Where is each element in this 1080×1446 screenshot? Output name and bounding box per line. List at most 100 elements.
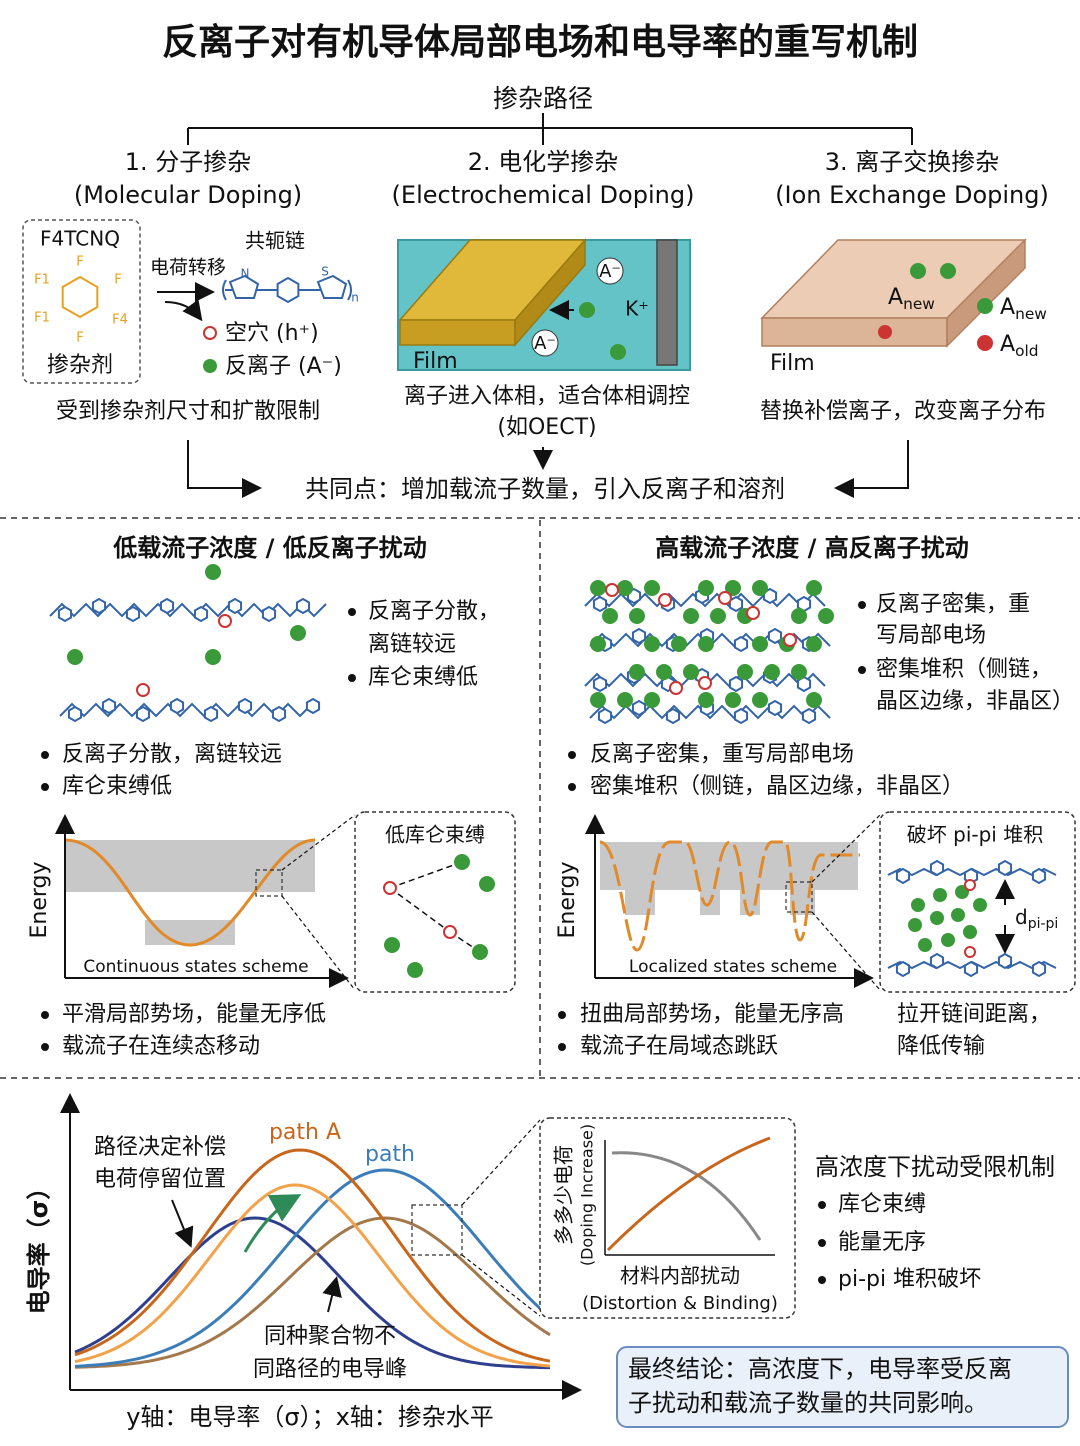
polymer-ring xyxy=(631,627,647,645)
conductivity-curve xyxy=(74,1148,551,1363)
label: 最终结论：高浓度下，电导率受反离 xyxy=(628,1355,1012,1383)
dot xyxy=(908,918,922,932)
label: 掺杂剂 xyxy=(47,353,113,378)
dot xyxy=(752,692,768,708)
dot xyxy=(658,593,672,607)
dot xyxy=(590,636,606,652)
arrow xyxy=(834,440,909,498)
label: (Ion Exchange Doping) xyxy=(775,181,1049,209)
dot xyxy=(791,608,807,624)
dot xyxy=(698,636,714,652)
line xyxy=(281,895,356,991)
label: 同种聚合物不 xyxy=(264,1324,396,1349)
dot xyxy=(746,606,760,620)
dopant-box xyxy=(22,219,141,384)
dot xyxy=(656,664,672,680)
label: 受到掺杂剂尺寸和扩散限制 xyxy=(56,399,320,424)
dot xyxy=(918,938,932,952)
dot xyxy=(752,636,768,652)
polymer-ring xyxy=(135,705,151,723)
polymer-chain xyxy=(589,704,831,720)
dot xyxy=(136,683,150,697)
label: F xyxy=(114,273,121,288)
label: path A xyxy=(269,1120,341,1145)
label: F1 xyxy=(34,273,50,288)
zoom-box xyxy=(255,869,283,897)
film-front xyxy=(399,319,516,346)
polymer-ring xyxy=(237,697,253,715)
label: 替换补偿离子，改变离子分布 xyxy=(760,399,1046,424)
potential-curve xyxy=(64,838,316,947)
dot xyxy=(764,664,780,680)
polymer-ring xyxy=(997,859,1013,877)
dot xyxy=(407,962,423,978)
bullet xyxy=(558,1011,566,1019)
dot xyxy=(683,664,699,680)
polymer-ring xyxy=(767,699,783,717)
polymer-ring xyxy=(997,952,1013,970)
conductivity-curve xyxy=(74,1216,551,1369)
polymer-chain xyxy=(49,602,327,618)
label: 同路径的电导峰 xyxy=(253,1357,407,1382)
dot xyxy=(443,925,457,939)
dot xyxy=(671,636,687,652)
dot xyxy=(783,633,797,647)
dot xyxy=(205,564,221,580)
label: 能量无序 xyxy=(838,1230,926,1255)
label: (Doping Increase) xyxy=(578,1124,597,1266)
thiophene xyxy=(316,274,348,299)
label: 高浓度下扰动受限机制 xyxy=(815,1153,1055,1181)
label: 密集堆积（侧链，晶区边缘，非晶区） xyxy=(590,774,964,799)
shape xyxy=(347,279,352,301)
label: (Distortion & Binding) xyxy=(582,1293,778,1314)
dot xyxy=(472,944,488,960)
label: F xyxy=(76,331,83,346)
label: 空穴 (h⁺) xyxy=(225,321,319,346)
thiophene xyxy=(228,274,260,299)
dot xyxy=(963,925,977,939)
label: F4TCNQ xyxy=(40,227,120,251)
bullet xyxy=(41,751,49,759)
bullet xyxy=(41,783,49,791)
dot xyxy=(218,614,232,628)
bullet xyxy=(818,1239,826,1247)
dot xyxy=(610,344,626,360)
dot xyxy=(806,692,822,708)
dot xyxy=(725,580,741,596)
label: A⁻ xyxy=(534,333,556,354)
dot xyxy=(602,608,618,624)
label: Continuous states scheme xyxy=(83,957,308,977)
dot xyxy=(290,625,306,641)
label: 共轭链 xyxy=(245,229,305,253)
label: n xyxy=(351,291,359,305)
dot xyxy=(806,580,822,596)
polymer-ring xyxy=(1031,960,1047,978)
polymer-ring xyxy=(895,867,911,885)
line xyxy=(389,861,463,889)
dot xyxy=(940,263,956,279)
dot xyxy=(973,898,987,912)
polymer-ring xyxy=(57,605,73,623)
shape xyxy=(222,279,227,301)
label: 3. 离子交换掺杂 xyxy=(825,148,1000,176)
trend-arrow xyxy=(243,1194,302,1253)
line xyxy=(389,887,451,933)
dot xyxy=(590,580,606,596)
dot xyxy=(605,583,619,597)
dot xyxy=(911,898,925,912)
polymer-ring xyxy=(631,699,647,717)
label: 反离子分散， xyxy=(368,599,500,624)
polymer-ring xyxy=(963,960,979,978)
polymer-ring xyxy=(169,697,185,715)
dot xyxy=(930,911,944,925)
dot xyxy=(454,854,470,870)
polymer-ring xyxy=(665,707,681,725)
dot xyxy=(629,664,645,680)
dot xyxy=(384,937,400,953)
dot xyxy=(590,692,606,708)
polymer-ring xyxy=(895,960,911,978)
filled-states xyxy=(600,842,858,890)
sub-label: Anew xyxy=(888,285,935,313)
label: 破坏 pi-pi 堆积 xyxy=(907,823,1043,847)
label: 库仑束缚低 xyxy=(62,774,172,799)
